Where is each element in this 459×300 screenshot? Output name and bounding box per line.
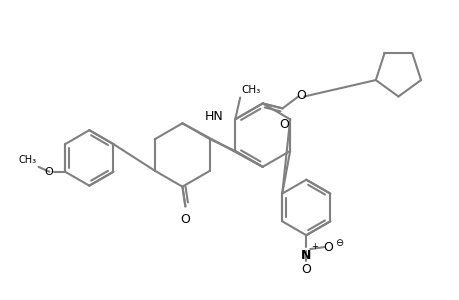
Text: CH₃: CH₃ xyxy=(18,155,36,165)
Text: ⊖: ⊖ xyxy=(334,238,342,248)
Text: HN: HN xyxy=(204,110,223,123)
Text: O: O xyxy=(301,263,311,276)
Text: O: O xyxy=(296,89,306,102)
Text: O: O xyxy=(322,241,332,254)
Text: O: O xyxy=(180,213,190,226)
Text: N: N xyxy=(301,249,311,262)
Text: CH₃: CH₃ xyxy=(241,85,260,94)
Text: +: + xyxy=(311,242,318,250)
Text: O: O xyxy=(45,167,53,177)
Text: O: O xyxy=(279,118,289,131)
